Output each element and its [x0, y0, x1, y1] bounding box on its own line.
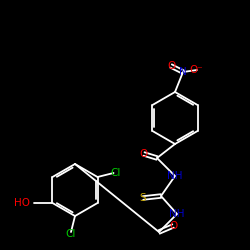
Text: N: N: [179, 67, 187, 77]
Text: Cl: Cl: [110, 168, 121, 178]
Text: HO: HO: [14, 198, 30, 208]
Text: O: O: [169, 221, 177, 231]
Text: NH: NH: [167, 171, 183, 181]
Text: O⁻: O⁻: [189, 65, 203, 75]
Text: NH: NH: [169, 209, 185, 219]
Text: O: O: [140, 149, 148, 159]
Text: Cl: Cl: [66, 229, 76, 239]
Text: S: S: [140, 193, 146, 203]
Text: O: O: [167, 61, 175, 71]
